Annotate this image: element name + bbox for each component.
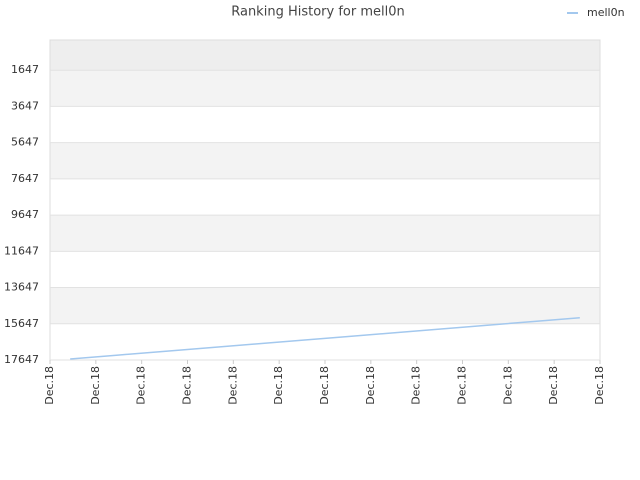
x-tick-label: Dec.18 [135,366,148,405]
x-tick-label: Dec.18 [226,366,239,405]
y-tick-label: 13647 [4,281,39,294]
band [50,106,600,143]
x-tick-label: Dec.18 [547,366,560,405]
band [50,215,600,252]
x-tick-label: Dec.18 [272,366,285,405]
band [50,287,600,324]
y-tick-label: 3647 [11,99,39,112]
band [50,251,600,288]
band [50,142,600,179]
y-tick-label: 17647 [4,353,39,366]
legend-label: mell0n [587,6,625,19]
y-tick-label: 7647 [11,172,39,185]
x-tick-label: Dec.18 [89,366,102,405]
y-tick-label: 1647 [11,63,39,76]
band [50,178,600,216]
y-tick-label: 11647 [4,244,39,257]
band [50,40,600,71]
band [50,70,600,107]
x-tick-label: Dec.18 [43,366,56,405]
x-tick-label: Dec.18 [456,366,469,405]
y-tick-label: 15647 [4,317,39,330]
x-tick-label: Dec.18 [501,366,514,405]
band [50,323,600,360]
x-tick-label: Dec.18 [410,366,423,405]
x-tick-label: Dec.18 [364,366,377,405]
x-tick-label: Dec.18 [318,366,331,405]
y-tick-label: 9647 [11,208,39,221]
chart-title: Ranking History for mell0n [231,5,405,20]
x-tick-label: Dec.18 [181,366,194,405]
x-tick-label: Dec.18 [593,366,606,405]
line [70,316,580,360]
y-tick-label: 5647 [11,136,39,149]
